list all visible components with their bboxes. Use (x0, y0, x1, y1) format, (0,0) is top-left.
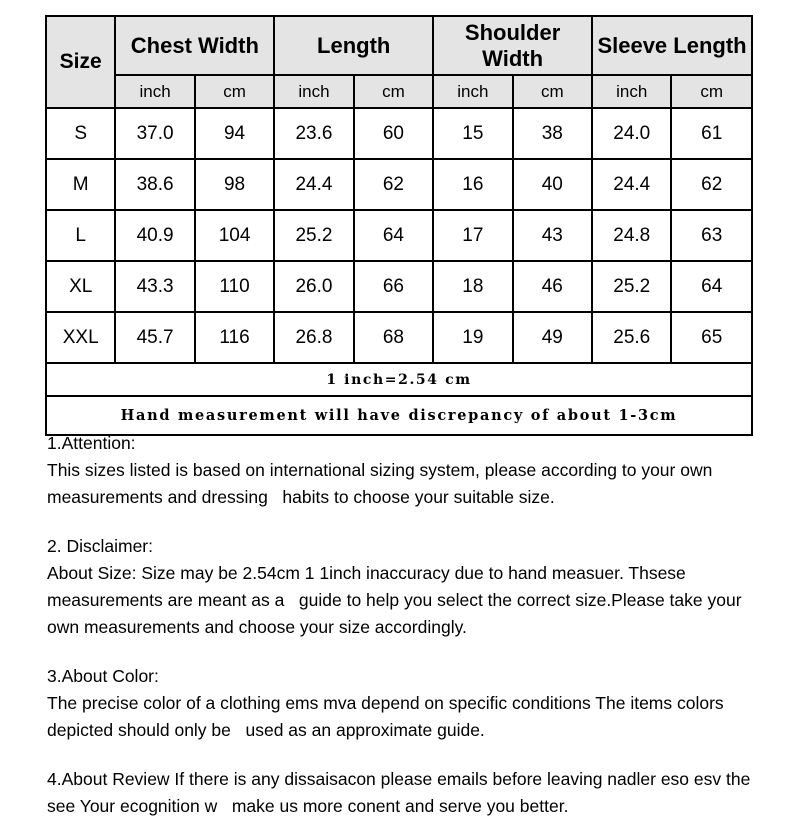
unit-sleeve-cm: cm (670, 74, 753, 109)
cell-shoulder-cm: 38 (511, 107, 594, 160)
cell-shoulder-cm: 43 (511, 209, 594, 262)
note-attention-heading: 1.Attention: (47, 433, 136, 453)
table-row: XXL 45.7 116 26.8 68 19 49 25.6 65 (44, 311, 753, 364)
discrepancy-note-row: Hand measurement will have discrepancy o… (45, 395, 753, 436)
size-table-head: Size Chest Width Length Shoulder Width S… (44, 15, 753, 109)
note-about-color-body: The precise color of a clothing ems mva … (47, 693, 729, 740)
cell-length-cm: 60 (352, 107, 435, 160)
conversion-note: 1 inch=2.54 cm (45, 362, 753, 397)
cell-chest-inch: 37.0 (114, 107, 196, 160)
unit-sleeve-inch: inch (591, 74, 673, 109)
table-row: M 38.6 98 24.4 62 16 40 24.4 62 (44, 158, 753, 211)
cell-length-cm: 62 (352, 158, 435, 211)
note-disclaimer-heading: 2. Disclaimer: (47, 536, 153, 556)
cell-sleeve-inch: 25.2 (591, 260, 673, 313)
table-row: S 37.0 94 23.6 60 15 38 24.0 61 (44, 107, 753, 160)
cell-length-inch: 23.6 (273, 107, 355, 160)
unit-length-inch: inch (273, 74, 355, 109)
cell-chest-inch: 43.3 (114, 260, 196, 313)
table-row: L 40.9 104 25.2 64 17 43 24.8 63 (44, 209, 753, 262)
header-chest-width: Chest Width (114, 15, 276, 76)
cell-size: S (44, 107, 117, 160)
discrepancy-note: Hand measurement will have discrepancy o… (45, 395, 753, 436)
cell-length-inch: 26.8 (273, 311, 355, 364)
header-size: Size (44, 15, 117, 109)
header-length: Length (273, 15, 435, 76)
cell-chest-inch: 40.9 (114, 209, 196, 262)
note-disclaimer-body: About Size: Size may be 2.54cm 1 1inch i… (47, 563, 747, 637)
cell-shoulder-inch: 15 (432, 107, 514, 160)
size-table-body: S 37.0 94 23.6 60 15 38 24.0 61 M 38.6 9… (44, 107, 753, 436)
cell-length-inch: 25.2 (273, 209, 355, 262)
cell-chest-cm: 110 (193, 260, 276, 313)
cell-shoulder-inch: 17 (432, 209, 514, 262)
cell-sleeve-cm: 62 (670, 158, 753, 211)
cell-length-inch: 26.0 (273, 260, 355, 313)
cell-sleeve-inch: 25.6 (591, 311, 673, 364)
cell-chest-cm: 116 (193, 311, 276, 364)
cell-size: L (44, 209, 117, 262)
cell-shoulder-cm: 46 (511, 260, 594, 313)
size-chart-page: Size Chest Width Length Shoulder Width S… (44, 15, 753, 816)
cell-shoulder-inch: 18 (432, 260, 514, 313)
cell-chest-inch: 45.7 (114, 311, 196, 364)
conversion-note-row: 1 inch=2.54 cm (45, 362, 753, 397)
cell-sleeve-inch: 24.4 (591, 158, 673, 211)
note-about-review: 4.About Review If there is any dissaisac… (47, 766, 759, 820)
cell-length-cm: 68 (352, 311, 435, 364)
unit-shoulder-cm: cm (511, 74, 594, 109)
header-sleeve-length: Sleeve Length (591, 15, 753, 76)
cell-length-cm: 64 (352, 209, 435, 262)
cell-chest-cm: 98 (193, 158, 276, 211)
unit-shoulder-inch: inch (432, 74, 514, 109)
note-disclaimer: 2. Disclaimer: About Size: Size may be 2… (47, 533, 759, 641)
cell-shoulder-inch: 19 (432, 311, 514, 364)
unit-chest-cm: cm (193, 74, 276, 109)
cell-sleeve-cm: 65 (670, 311, 753, 364)
note-attention: 1.Attention: This sizes listed is based … (47, 430, 759, 511)
note-attention-body: This sizes listed is based on internatio… (47, 460, 718, 507)
size-table-container: Size Chest Width Length Shoulder Width S… (44, 15, 753, 436)
cell-shoulder-inch: 16 (432, 158, 514, 211)
note-about-review-heading: 4.About Review If there is any dissaisac… (47, 769, 756, 816)
cell-sleeve-cm: 61 (670, 107, 753, 160)
cell-size: XL (44, 260, 117, 313)
unit-length-cm: cm (352, 74, 435, 109)
cell-shoulder-cm: 40 (511, 158, 594, 211)
cell-chest-cm: 94 (193, 107, 276, 160)
cell-length-cm: 66 (352, 260, 435, 313)
header-group-row: Size Chest Width Length Shoulder Width S… (44, 15, 753, 109)
header-shoulder-width: Shoulder Width (432, 15, 594, 76)
table-row: XL 43.3 110 26.0 66 18 46 25.2 64 (44, 260, 753, 313)
cell-sleeve-inch: 24.8 (591, 209, 673, 262)
cell-chest-inch: 38.6 (114, 158, 196, 211)
cell-sleeve-inch: 24.0 (591, 107, 673, 160)
unit-chest-inch: inch (114, 74, 196, 109)
notes-section: 1.Attention: This sizes listed is based … (47, 430, 759, 820)
cell-sleeve-cm: 63 (670, 209, 753, 262)
cell-shoulder-cm: 49 (511, 311, 594, 364)
cell-size: M (44, 158, 117, 211)
cell-length-inch: 24.4 (273, 158, 355, 211)
header-unit-row: inch cm inch cm inch cm inch cm (46, 74, 753, 109)
cell-size: XXL (44, 311, 117, 364)
size-table: Size Chest Width Length Shoulder Width S… (44, 15, 753, 436)
note-about-color-heading: 3.About Color: (47, 666, 159, 686)
cell-chest-cm: 104 (193, 209, 276, 262)
note-about-color: 3.About Color: The precise color of a cl… (47, 663, 759, 744)
cell-sleeve-cm: 64 (670, 260, 753, 313)
